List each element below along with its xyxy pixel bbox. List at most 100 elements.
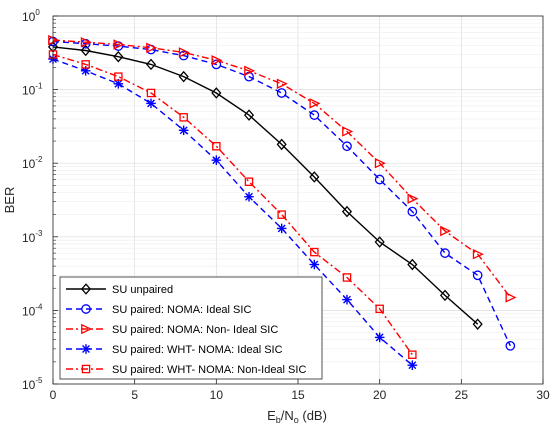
data-point-asterisk xyxy=(146,98,156,109)
data-point-asterisk xyxy=(374,332,385,343)
series-1 xyxy=(47,41,483,330)
y-tick-label: 100 xyxy=(22,8,40,24)
y-tick-exponent: -1 xyxy=(35,82,43,91)
data-point-diamond xyxy=(243,109,255,121)
data-point-triangle-right xyxy=(309,98,321,109)
legend-label: SU paired: WHT- NOMA: Ideal SIC xyxy=(112,344,283,356)
data-point-asterisk xyxy=(407,360,418,371)
plot-frame xyxy=(52,15,544,385)
data-point-triangle-right xyxy=(276,78,288,89)
data-point-square xyxy=(179,113,188,122)
data-point-circle xyxy=(407,206,418,217)
series-line xyxy=(52,46,479,325)
data-point-triangle-right xyxy=(472,248,484,260)
x-tick-label: 15 xyxy=(291,388,305,402)
data-point-square xyxy=(375,304,384,314)
data-point-asterisk xyxy=(178,125,189,136)
legend-marker-circle xyxy=(81,304,91,314)
x-tick-label: 10 xyxy=(210,388,224,402)
legend-marker-diamond xyxy=(80,283,92,295)
series-line xyxy=(52,53,413,356)
data-point-circle xyxy=(440,248,450,258)
y-tick-exponent: -3 xyxy=(35,229,43,238)
y-tick-base: 10 xyxy=(22,231,36,245)
data-point-asterisk xyxy=(244,191,254,202)
data-point-square xyxy=(114,72,123,81)
data-point-diamond xyxy=(374,236,385,248)
data-point-triangle-right xyxy=(146,42,158,54)
legend-entry: SU paired: NOMA: Ideal SIC xyxy=(66,304,251,316)
legend-entry: SU paired: WHT- NOMA: Ideal SIC xyxy=(66,344,283,356)
data-point-circle xyxy=(505,340,516,351)
data-point-diamond xyxy=(211,87,222,99)
x-tick-labels: 0 5 10 15 20 25 30 xyxy=(50,388,550,402)
data-point-diamond xyxy=(145,58,157,71)
x-axis-label-tail: (dB) xyxy=(299,408,327,423)
data-point-diamond xyxy=(439,289,451,302)
data-point-triangle-right xyxy=(80,37,92,48)
y-tick-exponent: -5 xyxy=(35,376,43,385)
legend-label: SU paired: WHT- NOMA: Non-Ideal SIC xyxy=(112,364,306,376)
x-axis-label-main: E xyxy=(267,408,276,423)
data-point-diamond xyxy=(276,138,287,151)
legend-label: SU paired: NOMA: Ideal SIC xyxy=(112,304,251,316)
legend-marker-asterisk xyxy=(81,344,91,354)
data-point-square xyxy=(408,350,417,359)
data-point-square xyxy=(212,141,221,151)
y-tick-base: 10 xyxy=(22,10,36,24)
data-point-diamond xyxy=(407,258,418,271)
data-point-diamond xyxy=(80,44,91,57)
y-tick-base: 10 xyxy=(22,378,36,392)
series-4 xyxy=(48,54,418,371)
x-axis-label-mid: /N xyxy=(281,408,294,423)
y-tick-label: 10-2 xyxy=(22,155,43,171)
y-tick-exponent: -2 xyxy=(35,155,43,164)
data-point-triangle-right xyxy=(374,157,386,169)
x-tick-label: 25 xyxy=(455,388,469,402)
data-point-diamond xyxy=(341,205,353,218)
data-point-asterisk xyxy=(342,294,352,305)
data-point-circle xyxy=(276,88,287,98)
data-point-square xyxy=(310,247,319,257)
legend-entry: SU paired: NOMA: Non- Ideal SIC xyxy=(66,323,278,336)
data-point-diamond xyxy=(472,318,483,330)
data-point-triangle-right xyxy=(211,55,223,66)
series-line xyxy=(52,58,413,366)
x-tick-label: 20 xyxy=(373,388,387,402)
data-point-triangle-right xyxy=(342,126,354,137)
x-axis-label-subscript-2: o xyxy=(294,415,299,425)
y-tick-exponent: -4 xyxy=(35,302,43,311)
data-point-triangle-right xyxy=(505,292,517,303)
legend-label: SU unpaired xyxy=(112,284,173,296)
data-point-triangle-right xyxy=(407,193,419,204)
data-point-square xyxy=(81,60,90,69)
x-tick-label: 0 xyxy=(50,388,57,402)
data-point-circle xyxy=(472,270,483,281)
data-point-square xyxy=(146,88,156,98)
y-tick-base: 10 xyxy=(22,157,36,171)
data-point-circle xyxy=(374,174,385,185)
data-point-square xyxy=(342,273,352,282)
x-axis-label-subscript-1: b xyxy=(276,415,281,425)
data-point-square xyxy=(277,210,286,219)
y-tick-base: 10 xyxy=(22,84,36,98)
data-point-asterisk xyxy=(309,259,320,270)
y-tick-base: 10 xyxy=(22,304,36,318)
x-tick-label: 5 xyxy=(131,388,138,402)
data-point-square xyxy=(244,177,254,186)
y-tick-label: 10-3 xyxy=(22,229,43,245)
y-tick-exponent: 0 xyxy=(35,8,40,17)
y-tick-label: 10-1 xyxy=(22,82,43,98)
data-point-diamond xyxy=(309,171,320,183)
legend-marker-square xyxy=(81,364,91,374)
legend-label: SU paired: NOMA: Non- Ideal SIC xyxy=(112,324,278,336)
data-point-triangle-right xyxy=(440,225,452,237)
x-axis-label: Eb/No (dB) xyxy=(267,408,327,425)
y-axis-label: BER xyxy=(2,187,17,214)
data-point-diamond xyxy=(113,50,124,63)
data-point-triangle-right xyxy=(113,39,125,50)
x-tick-label: 30 xyxy=(536,388,550,402)
data-point-asterisk xyxy=(276,223,287,234)
